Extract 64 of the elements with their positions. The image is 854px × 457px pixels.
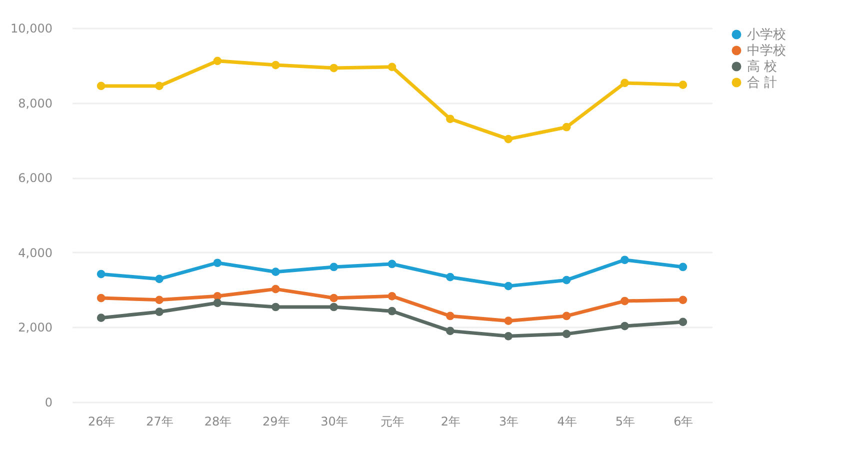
point [620,256,629,264]
point [388,260,396,268]
point [504,134,513,144]
point [155,82,164,90]
legend-label: 中学校 [747,44,786,58]
point [271,268,280,276]
point [388,62,396,72]
point [678,318,688,326]
point [155,274,164,284]
y-tick-label: 8,000 [18,96,52,110]
point [562,276,571,284]
x-tick-label: 2年 [440,414,460,428]
point [562,330,571,338]
point [155,308,164,316]
x-tick-label: 6年 [674,414,694,428]
point [678,80,688,90]
point [620,322,629,330]
point [678,262,688,272]
point [330,262,338,272]
point [330,294,338,302]
x-tick-label: 4年 [557,414,577,428]
point [446,312,454,320]
point [504,282,513,290]
x-tick-label: 5年 [615,414,636,428]
point [271,302,280,312]
x-tick-label: 26年 [88,414,116,428]
legend-label: 合 計 [747,76,778,90]
y-tick-label: 10,000 [10,22,52,36]
point [620,78,629,88]
point [504,316,513,326]
legend-label: 小学校 [747,28,786,42]
point [96,270,106,278]
x-tick-label: 30年 [320,414,348,428]
point [388,292,396,300]
x-tick-label: 27年 [146,414,174,428]
point [446,114,454,124]
y-tick-label: 6,000 [18,171,52,186]
point [562,312,571,320]
point [678,296,688,304]
point [271,284,280,294]
point [330,302,338,312]
point [96,82,106,90]
point [213,258,222,268]
point [562,122,571,132]
x-tick-label: 元年 [380,414,404,428]
point [388,306,396,316]
y-tick-label: 0 [44,396,52,410]
point [271,60,280,70]
point [446,326,454,336]
x-tick-label: 29年 [262,414,290,428]
x-tick-label: 28年 [204,414,232,428]
point [96,314,106,322]
point [213,56,222,66]
point [96,294,106,302]
point [330,64,338,72]
legend-label: 高 校 [747,58,778,74]
point [213,298,222,308]
x-tick-label: 3年 [499,414,519,428]
point [446,272,454,282]
point [620,296,629,306]
y-tick-label: 2,000 [18,320,52,335]
point [504,332,513,340]
point [155,296,164,304]
y-tick-label: 4,000 [18,246,52,260]
